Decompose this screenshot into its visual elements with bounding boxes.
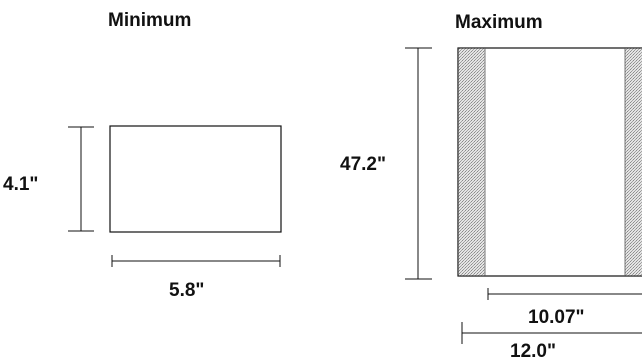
maximum-outer-width-label: 12.0" <box>510 341 556 361</box>
minimum-group: Minimum 4.1" 5.8" <box>3 10 282 301</box>
minimum-width-dimension-line <box>111 255 281 267</box>
maximum-outer-width-dimension-line <box>461 322 642 344</box>
right-margin-shading <box>625 48 642 276</box>
left-margin-shading <box>458 48 485 276</box>
maximum-group: Maximum 47.2" 10.07" 12.0" <box>340 12 642 361</box>
maximum-paper-rect <box>457 47 642 277</box>
minimum-paper-rect <box>109 125 282 233</box>
minimum-height-label: 4.1" <box>3 174 38 195</box>
minimum-height-dimension-line <box>68 126 94 232</box>
maximum-inner-width-label: 10.07" <box>528 307 585 328</box>
minimum-title: Minimum <box>108 10 191 31</box>
minimum-width-label: 5.8" <box>169 280 204 301</box>
maximum-height-dimension-line <box>405 47 432 280</box>
maximum-inner-width-dimension-line <box>487 288 642 300</box>
maximum-height-label: 47.2" <box>340 154 386 175</box>
maximum-title: Maximum <box>455 12 543 33</box>
